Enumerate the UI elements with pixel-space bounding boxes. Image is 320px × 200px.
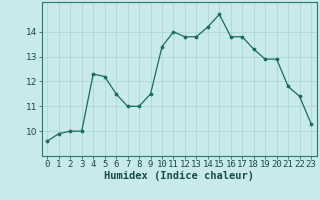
X-axis label: Humidex (Indice chaleur): Humidex (Indice chaleur) (104, 171, 254, 181)
